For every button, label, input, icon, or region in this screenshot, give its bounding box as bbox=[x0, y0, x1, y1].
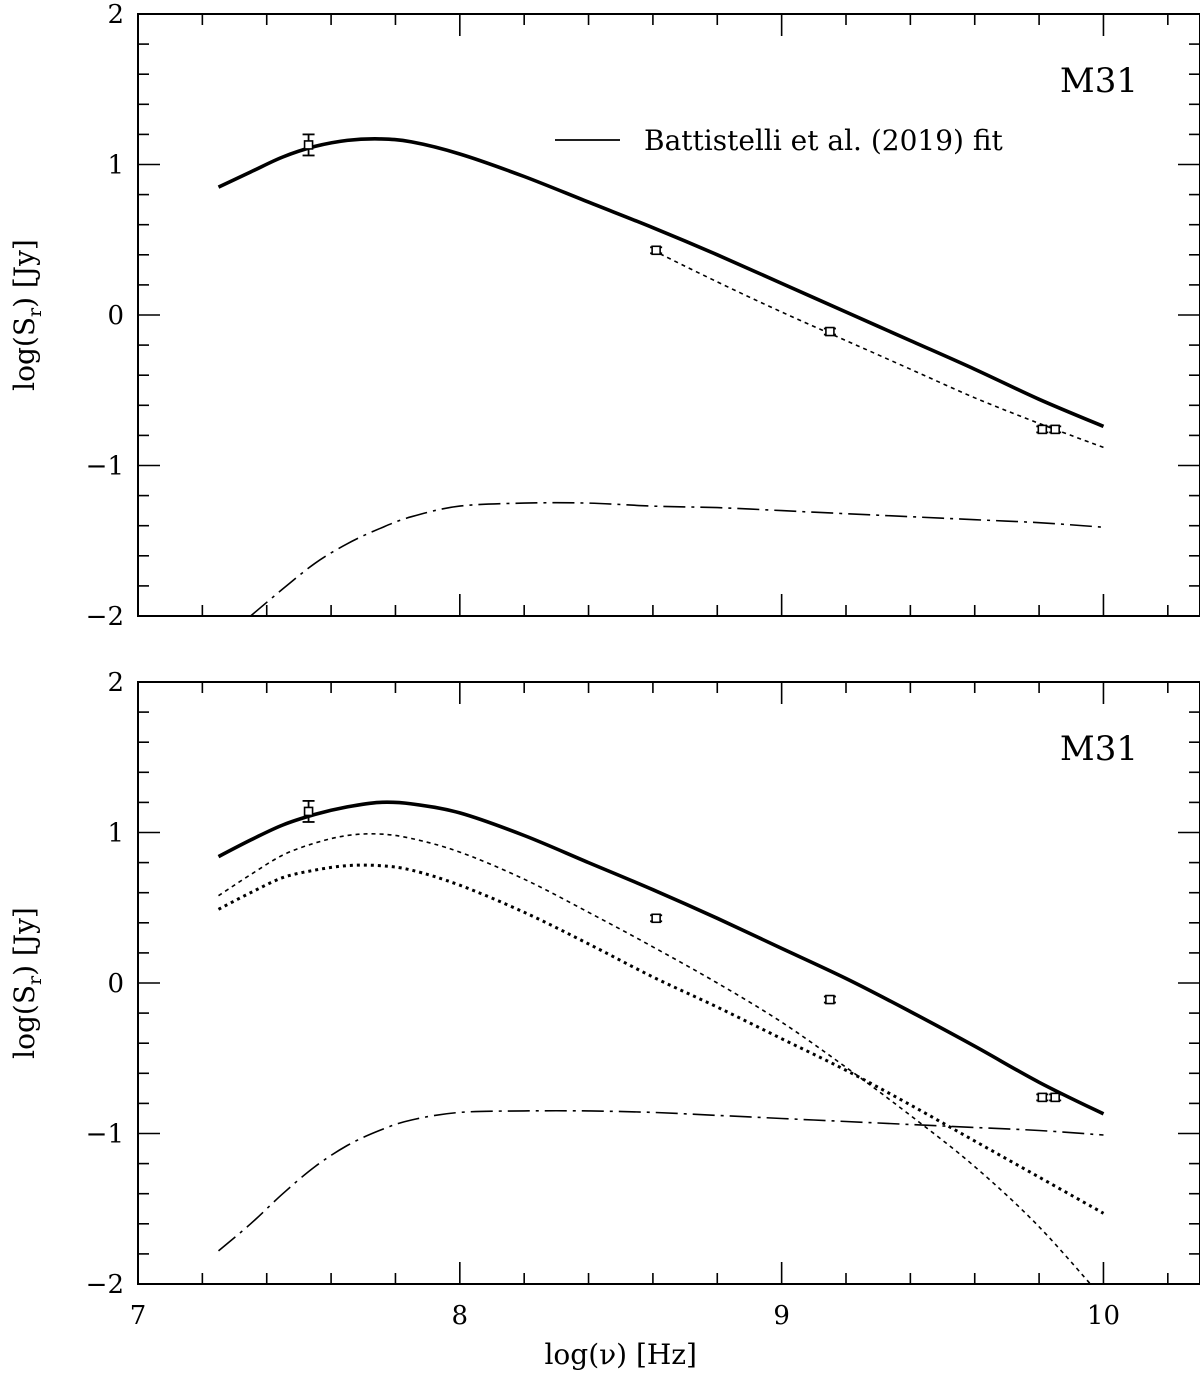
chart-panel-2: −2 −1 0 1 2 7 8 9 10 log(ν) [Hz] log(Sr) [Jy] M31 bbox=[8, 668, 1200, 1371]
y-tick-label: 1 bbox=[107, 151, 124, 181]
series-line-thermal bbox=[217, 1109, 1104, 1252]
series-group bbox=[217, 800, 1105, 1284]
data-point bbox=[1049, 1092, 1062, 1103]
data-point bbox=[823, 994, 836, 1005]
plot-frame bbox=[137, 13, 1200, 617]
x-tick-label: 8 bbox=[452, 1301, 469, 1331]
series-line-component-fine-dotted bbox=[218, 833, 1092, 1284]
x-tick-label: 9 bbox=[773, 1301, 790, 1331]
y-tick-label: −1 bbox=[86, 1120, 124, 1150]
y-tick-label: 0 bbox=[107, 301, 124, 331]
y-tick-label: 2 bbox=[107, 0, 124, 30]
data-marker bbox=[1037, 424, 1048, 435]
series-line-total bbox=[217, 800, 1105, 1116]
y-tick-label: −1 bbox=[86, 452, 124, 482]
y-axis-title: log(Sr) [Jy] bbox=[8, 907, 46, 1059]
panel-label: M31 bbox=[1060, 61, 1138, 101]
series-line-total bbox=[217, 137, 1105, 429]
legend-label: Battistelli et al. (2019) fit bbox=[644, 124, 1004, 157]
y-axis-title: log(Sr) [Jy] bbox=[8, 239, 46, 391]
data-marker bbox=[651, 245, 661, 256]
data-point bbox=[302, 799, 315, 823]
series-group bbox=[217, 137, 1105, 616]
legend-entry: Battistelli et al. (2019) fit bbox=[555, 124, 1004, 157]
y-tick-label: −2 bbox=[86, 1270, 124, 1300]
data-marker bbox=[1037, 1092, 1048, 1103]
y-axis-title-subscript: r bbox=[24, 975, 46, 985]
x-axis-title: log(ν) [Hz] bbox=[544, 1338, 697, 1371]
data-marker bbox=[1050, 424, 1060, 435]
plot-frame bbox=[137, 681, 1200, 1285]
data-marker bbox=[1050, 1092, 1060, 1103]
data-point bbox=[650, 913, 663, 924]
y-axis-title-main: log(S bbox=[8, 317, 41, 391]
chart-panel-1: −2 −1 0 1 2 log(Sr) [Jy] M31 Battistelli et al.… bbox=[8, 0, 1200, 632]
data-point bbox=[1049, 424, 1062, 435]
data-marker bbox=[303, 806, 314, 817]
series-line-thermal bbox=[250, 501, 1104, 616]
y-axis-title-units: ) [Jy] bbox=[8, 239, 41, 308]
x-tick-label: 7 bbox=[130, 1301, 147, 1331]
data-point bbox=[302, 133, 315, 157]
y-tick-label: 0 bbox=[107, 969, 124, 999]
series-line-synchrotron bbox=[652, 249, 1104, 449]
y-axis-title-subscript: r bbox=[24, 307, 46, 317]
data-point bbox=[1036, 424, 1049, 435]
y-axis-title-main: log(S bbox=[8, 985, 41, 1059]
data-point bbox=[1036, 1092, 1049, 1103]
data-point bbox=[650, 245, 663, 256]
panel-label: M31 bbox=[1060, 729, 1138, 769]
series-line-component-heavy-dotted bbox=[217, 863, 1105, 1215]
data-marker bbox=[825, 994, 835, 1005]
data-marker bbox=[651, 913, 661, 924]
data-marker bbox=[825, 326, 835, 337]
y-tick-label: 2 bbox=[107, 668, 124, 698]
y-tick-label: −2 bbox=[86, 602, 124, 632]
x-tick-label: 10 bbox=[1087, 1301, 1120, 1331]
data-point bbox=[823, 326, 836, 337]
y-axis-title-units: ) [Jy] bbox=[8, 907, 41, 976]
y-tick-label: 1 bbox=[107, 819, 124, 849]
data-marker bbox=[303, 140, 314, 150]
